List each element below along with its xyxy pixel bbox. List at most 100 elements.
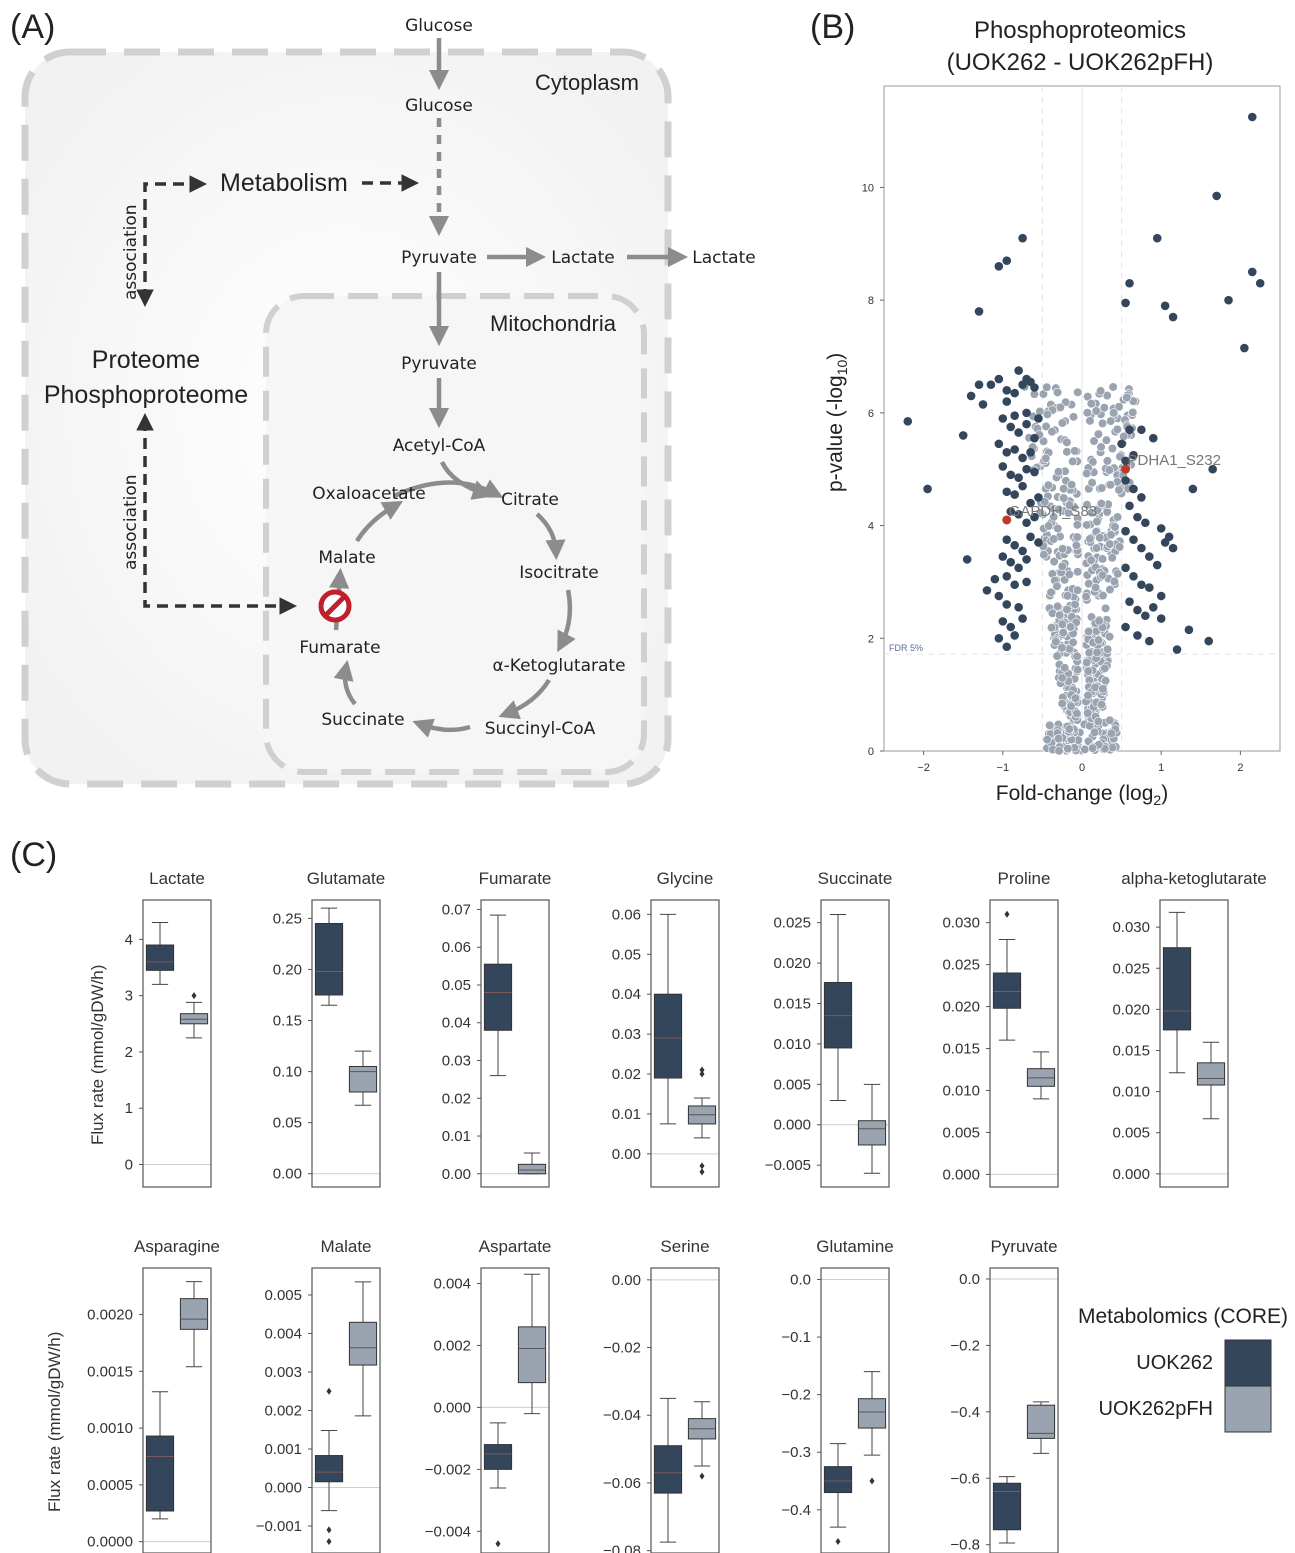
metabolism-label: Metabolism xyxy=(220,169,348,197)
boxplot-y-tick-label: 0.030 xyxy=(1112,919,1150,936)
volcano-x-tick-label: −2 xyxy=(917,762,930,774)
boxplot-y-tick-label: 0 xyxy=(125,1156,133,1173)
boxplot-y-tick-label: 0.0020 xyxy=(87,1307,133,1324)
volcano-point-nonsignificant xyxy=(1052,581,1062,591)
volcano-point-significant xyxy=(1121,563,1130,573)
volcano-y-tick-label: 8 xyxy=(868,295,874,307)
arrow-citrate-isocitrate xyxy=(535,512,566,561)
boxplot-y-tick-label: 0.001 xyxy=(264,1441,302,1458)
boxplot-y-tick-label: 0.004 xyxy=(433,1275,471,1292)
volcano-point-significant xyxy=(974,307,984,316)
volcano-point-nonsignificant xyxy=(1084,648,1094,658)
volcano-point-nonsignificant xyxy=(1098,684,1108,694)
volcano-point-significant xyxy=(1137,425,1146,435)
volcano-point-significant xyxy=(962,555,972,564)
boxplot-y-tick-label: 2 xyxy=(125,1044,133,1061)
boxplot-frame xyxy=(650,899,720,1188)
boxplot-y-tick-label: 0.000 xyxy=(264,1480,302,1497)
volcano-point-significant xyxy=(1145,552,1154,561)
boxplot-frame xyxy=(480,1267,550,1553)
volcano-point-significant xyxy=(1010,541,1019,550)
boxplot-y-tick-label: 0.010 xyxy=(1112,1084,1150,1101)
volcano-point-significant xyxy=(1010,388,1019,398)
volcano-point-nonsignificant xyxy=(1091,583,1101,593)
boxplot-box-uok262pfh xyxy=(348,1065,378,1093)
legend-swatch-uok262 xyxy=(1224,1339,1272,1387)
boxplot-y-tick-label: 0.025 xyxy=(773,915,811,932)
volcano-point-nonsignificant xyxy=(1042,382,1052,392)
volcano-point-nonsignificant xyxy=(1046,587,1056,597)
volcano-point-significant xyxy=(1148,602,1158,612)
volcano-point-significant xyxy=(1164,532,1174,542)
volcano-point-significant xyxy=(1145,636,1154,646)
boxplot-y-tick-label: 0.06 xyxy=(442,939,471,956)
volcano-point-significant xyxy=(1156,524,1166,533)
boxplot-frame xyxy=(650,1267,720,1553)
boxplot-outlier xyxy=(1004,910,1010,918)
boxplot-panel-lactate: Lactate 0 1 2 3 4 xyxy=(125,869,212,1188)
volcano-point-nonsignificant xyxy=(1072,708,1082,719)
boxplot-y-tick-label: −0.02 xyxy=(603,1340,641,1357)
volcano-point-significant xyxy=(1125,425,1134,435)
volcano-point-significant xyxy=(1006,622,1016,632)
volcano-point-significant xyxy=(1152,560,1162,570)
boxplot-y-tick-label: 1 xyxy=(125,1100,133,1117)
volcano-point-significant xyxy=(1030,433,1039,443)
volcano-point-significant xyxy=(994,262,1004,271)
boxplot-outlier xyxy=(699,1066,705,1074)
volcano-point-nonsignificant xyxy=(1097,554,1108,564)
volcano-point-significant xyxy=(978,400,988,409)
boxplot-y-tick-label: 0.025 xyxy=(1112,960,1150,977)
volcano-point-significant xyxy=(1006,470,1016,480)
volcano-point-nonsignificant xyxy=(1073,567,1083,577)
volcano-point-significant xyxy=(923,484,932,494)
volcano-annotation-label: PDHA1_S232 xyxy=(1128,452,1221,469)
metabolite-oxaloacetate: Oxaloacetate xyxy=(312,484,425,504)
boxplot-y-tick-label: 0.020 xyxy=(942,999,980,1016)
volcano-point-nonsignificant xyxy=(1083,666,1093,676)
volcano-point-nonsignificant xyxy=(1052,651,1062,661)
boxplot-box-uok262pfh xyxy=(857,1120,887,1146)
volcano-point-significant xyxy=(1208,464,1217,474)
volcano-point-nonsignificant xyxy=(1089,436,1099,446)
volcano-point-nonsignificant xyxy=(1062,604,1072,615)
volcano-point-nonsignificant xyxy=(1064,569,1074,579)
boxplot-y-tick-label: −0.002 xyxy=(425,1461,471,1478)
volcano-point-nonsignificant xyxy=(1085,534,1095,544)
boxplot-y-tick-label: 0.000 xyxy=(433,1399,471,1416)
boxplot-outlier xyxy=(699,1472,705,1480)
volcano-point-nonsignificant xyxy=(1042,409,1052,419)
volcano-point-significant xyxy=(1034,538,1043,547)
volcano-point-nonsignificant xyxy=(1083,708,1093,718)
volcano-point-significant xyxy=(1002,448,1012,457)
volcano-point-significant xyxy=(998,617,1008,626)
volcano-point-significant xyxy=(1247,267,1257,277)
boxplot-y-tick-label: 0.15 xyxy=(273,1013,302,1030)
boxplot-y-tick-label: −0.4 xyxy=(781,1502,811,1519)
boxplot-title: Glutamine xyxy=(816,1237,893,1256)
volcano-point-significant xyxy=(1121,622,1130,632)
arrow-succinylcoa-succinate xyxy=(412,718,471,738)
boxplot-y-tick-label: −0.1 xyxy=(781,1329,811,1346)
volcano-point-nonsignificant xyxy=(1122,392,1132,403)
volcano-point-significant xyxy=(1006,507,1016,516)
volcano-point-nonsignificant xyxy=(1049,557,1059,567)
boxplot-box-uok262pfh xyxy=(179,1298,209,1330)
volcano-point-significant xyxy=(1010,631,1019,640)
volcano-point-nonsignificant xyxy=(1112,424,1122,434)
volcano-point-nonsignificant xyxy=(1046,623,1057,633)
proteome-label: Proteome xyxy=(92,346,200,374)
volcano-point-nonsignificant xyxy=(1101,435,1111,445)
association-arrow-top xyxy=(136,175,207,307)
volcano-point-significant xyxy=(1156,614,1166,623)
volcano-point-significant xyxy=(990,574,1000,584)
volcano-point-nonsignificant xyxy=(1102,644,1113,654)
volcano-point-nonsignificant xyxy=(1114,485,1124,495)
volcano-point-nonsignificant xyxy=(1115,542,1125,552)
volcano-y-axis-label: p-value (-log10) xyxy=(824,353,850,492)
volcano-point-significant xyxy=(1121,476,1130,485)
volcano-point-nonsignificant xyxy=(1092,517,1102,527)
boxplot-y-tick-label: 0.04 xyxy=(612,986,641,1003)
boxplot-box-uok262 xyxy=(145,1435,175,1512)
